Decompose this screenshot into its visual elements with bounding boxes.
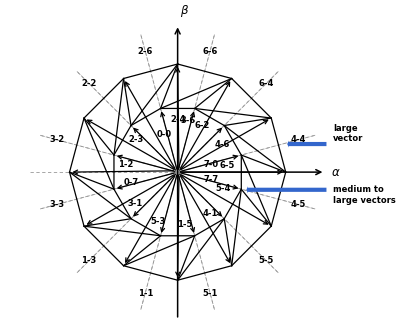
Text: 2-2: 2-2 bbox=[81, 79, 97, 88]
Text: 0-7: 0-7 bbox=[124, 178, 139, 187]
Text: $\beta$: $\beta$ bbox=[180, 3, 189, 19]
Text: 6-2: 6-2 bbox=[195, 121, 210, 130]
Text: 4-1: 4-1 bbox=[202, 209, 218, 218]
Text: 4-6: 4-6 bbox=[214, 140, 230, 149]
Text: 2-6: 2-6 bbox=[138, 47, 153, 56]
Text: 2-3: 2-3 bbox=[129, 135, 144, 144]
Text: 4-4: 4-4 bbox=[291, 135, 306, 144]
Text: 3-3: 3-3 bbox=[49, 200, 64, 209]
Text: 3-1: 3-1 bbox=[128, 199, 143, 208]
Text: $\alpha$: $\alpha$ bbox=[330, 166, 340, 179]
Text: 1-3: 1-3 bbox=[81, 256, 97, 265]
Text: 6-5: 6-5 bbox=[219, 161, 235, 170]
Text: 4-5: 4-5 bbox=[291, 200, 306, 209]
Text: 5-5: 5-5 bbox=[258, 256, 274, 265]
Text: 5-4: 5-4 bbox=[216, 184, 231, 193]
Text: 7-0: 7-0 bbox=[204, 161, 219, 169]
Text: large
vector: large vector bbox=[333, 124, 363, 143]
Text: 6-6: 6-6 bbox=[202, 47, 218, 56]
Text: 1-5: 1-5 bbox=[177, 220, 193, 229]
Text: 6-4: 6-4 bbox=[258, 79, 274, 88]
Text: 7-7: 7-7 bbox=[204, 175, 219, 184]
Text: 3-6: 3-6 bbox=[181, 116, 196, 125]
Text: 5-1: 5-1 bbox=[202, 289, 218, 298]
Text: 1-1: 1-1 bbox=[138, 289, 153, 298]
Text: 1-2: 1-2 bbox=[118, 160, 133, 169]
Text: 0-0: 0-0 bbox=[157, 130, 172, 139]
Text: 3-2: 3-2 bbox=[49, 135, 64, 144]
Text: medium to
large vectors: medium to large vectors bbox=[333, 185, 396, 205]
Text: 2-4: 2-4 bbox=[170, 115, 185, 124]
Text: 5-3: 5-3 bbox=[150, 216, 166, 225]
